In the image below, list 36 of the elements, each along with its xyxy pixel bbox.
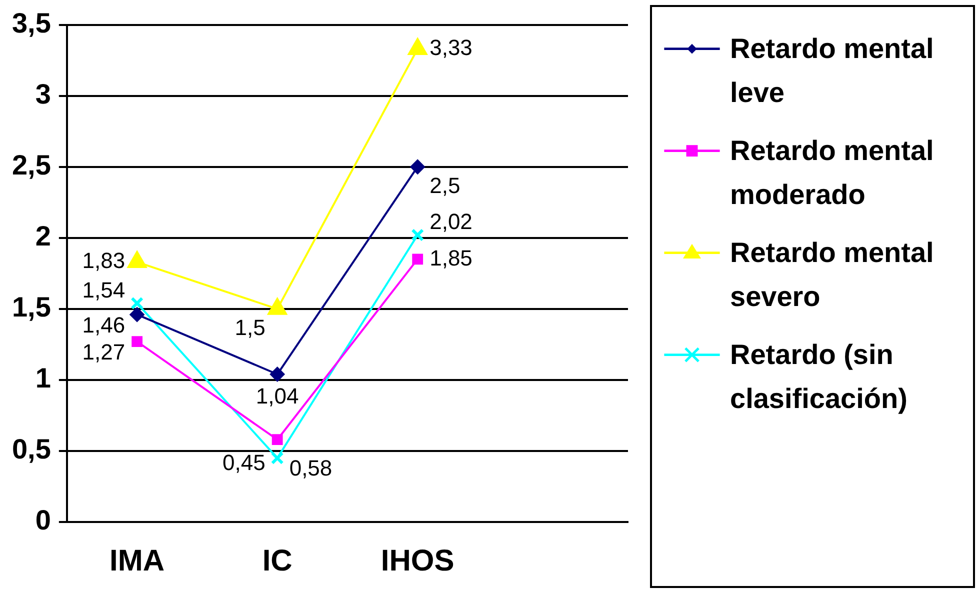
data-label: 1,46 (82, 312, 126, 338)
point (412, 254, 424, 265)
data-label: 1,27 (82, 340, 126, 365)
point (270, 366, 285, 382)
legend-label: Retardo (sin clasificación) (730, 338, 908, 416)
data-label: 1,54 (82, 277, 126, 302)
legend-label: Retardo mental leve (730, 32, 935, 110)
point (410, 159, 426, 174)
data-label: 3,33 (430, 35, 472, 60)
y-tick-label: 2 (35, 220, 51, 252)
y-tick-label: 2,5 (12, 150, 51, 181)
data-label: 0,45 (222, 450, 266, 476)
y-tick-label: 1,5 (12, 292, 51, 323)
data-label: 2,5 (430, 172, 460, 198)
data-label: 1,04 (256, 383, 299, 408)
y-tick-label: 1 (35, 362, 51, 394)
legend-label: Retardo mental severo (730, 236, 935, 314)
y-tick-label: 0 (35, 504, 51, 536)
legend-label: Retardo mental moderado (730, 134, 935, 212)
point (270, 452, 284, 465)
y-tick-label: 3,5 (12, 8, 51, 39)
x-tick-label: IMA (110, 544, 165, 578)
x-tick-label: IHOS (380, 544, 454, 578)
point (272, 434, 283, 446)
data-label: 0,58 (289, 456, 332, 481)
point (130, 307, 145, 322)
data-label: 1,85 (430, 245, 472, 270)
point (411, 228, 424, 242)
y-tick-label: 0,5 (12, 434, 51, 465)
point (130, 296, 144, 310)
point (132, 336, 143, 348)
data-label: 2,02 (430, 209, 472, 234)
data-label: 1,83 (82, 248, 126, 274)
y-tick-label: 3 (35, 78, 51, 110)
x-tick-label: IC (262, 544, 292, 578)
data-label: 1,5 (234, 314, 266, 340)
